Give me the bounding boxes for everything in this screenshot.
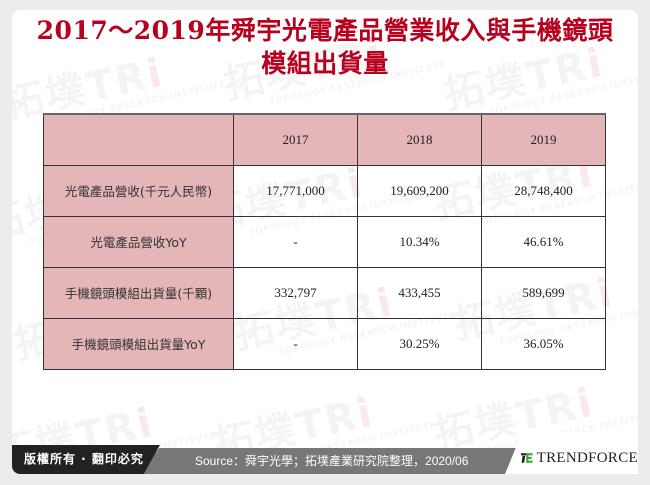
data-table: 2017 2018 2019 光電產品營收(千元人民幣) 17,771,000 …: [43, 113, 606, 370]
table-cell: 36.05%: [481, 317, 606, 370]
table-row: 手機鏡頭模組出貨量(千顆) 332,797 433,455 589,699: [43, 266, 606, 319]
page-title: 2017～2019年舜宇光電產品營業收入與手機鏡頭 模組出貨量: [12, 14, 638, 80]
table-cell: -: [233, 317, 358, 370]
table-cell: 30.25%: [357, 317, 482, 370]
row-label: 光電產品營收(千元人民幣): [43, 164, 234, 217]
table-row: 手機鏡頭模組出貨量YoY - 30.25% 36.05%: [43, 317, 606, 370]
header-cell-empty: [43, 113, 234, 166]
title-line-2: 模組出貨量: [261, 49, 389, 78]
table-cell: 46.61%: [481, 215, 606, 268]
table-cell: -: [233, 215, 358, 268]
table-cell: 17,771,000: [233, 164, 358, 217]
table-cell: 589,699: [481, 266, 606, 319]
table-row: 光電產品營收(千元人民幣) 17,771,000 19,609,200 28,7…: [43, 164, 606, 217]
trendforce-logo: TRENDFORCE: [505, 432, 638, 474]
row-label: 光電產品營收YoY: [43, 215, 234, 268]
table-cell: 332,797: [233, 266, 358, 319]
copyright-text: 版權所有 · 翻印必究: [24, 452, 144, 466]
header-cell-2018: 2018: [357, 113, 482, 166]
copyright-bar: 版權所有 · 翻印必究: [12, 445, 160, 474]
slide-card: 拓墣TRiTOPOLOGY RESEARCH INSTITUTE 拓墣TRiTO…: [12, 10, 638, 454]
trendforce-logo-text: TRENDFORCE: [536, 449, 638, 466]
table-cell: 433,455: [357, 266, 482, 319]
header-cell-2017: 2017: [233, 113, 358, 166]
table-row: 光電產品營收YoY - 10.34% 46.61%: [43, 215, 606, 268]
table-cell: 10.34%: [357, 215, 482, 268]
table-header-row: 2017 2018 2019: [43, 113, 606, 166]
header-cell-2019: 2019: [481, 113, 606, 166]
title-line-1: 2017～2019年舜宇光電產品營業收入與手機鏡頭: [36, 16, 614, 45]
table-cell: 28,748,400: [481, 164, 606, 217]
source-bar: Source：舜宇光學；拓墣產業研究院整理，2020/06: [140, 448, 525, 474]
row-label: 手機鏡頭模組出貨量YoY: [43, 317, 234, 370]
source-text: Source：舜宇光學；拓墣產業研究院整理，2020/06: [195, 454, 469, 468]
trendforce-logo-icon: [521, 453, 533, 463]
table-cell: 19,609,200: [357, 164, 482, 217]
row-label: 手機鏡頭模組出貨量(千顆): [43, 266, 234, 319]
